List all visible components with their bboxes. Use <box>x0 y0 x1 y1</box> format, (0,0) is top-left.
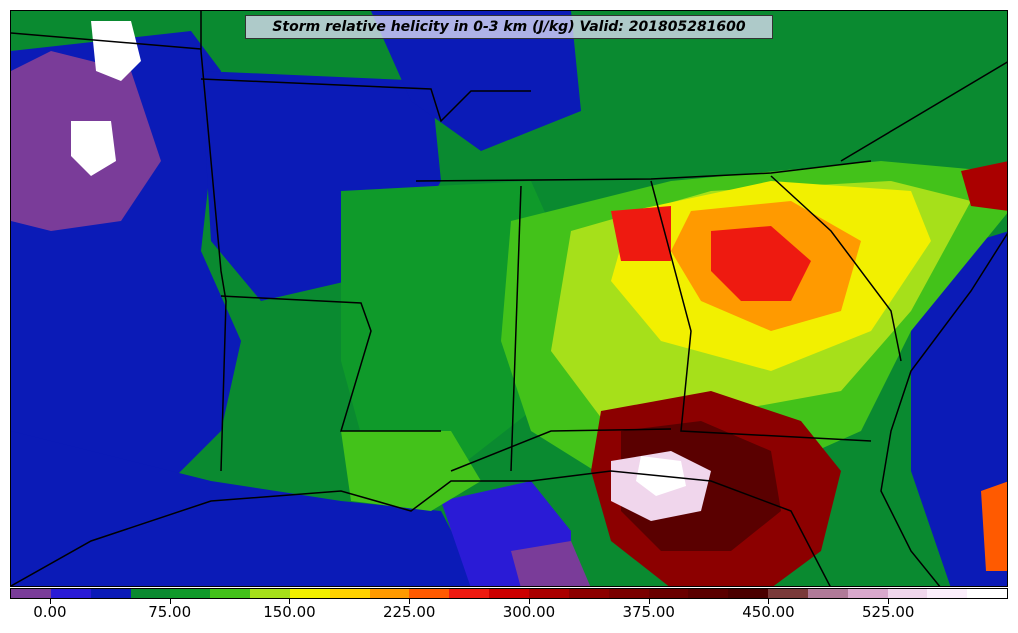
purple-region-gulf <box>511 541 591 586</box>
state-line-8 <box>840 61 1007 162</box>
colorbar-segment <box>927 589 968 598</box>
colorbar-tick-label: 225.00 <box>382 603 436 621</box>
state-line-2 <box>200 78 531 123</box>
helicity-map <box>11 11 1007 586</box>
colorbar-segment <box>210 589 251 598</box>
colorbar-segment <box>608 589 649 598</box>
colorbar-segment <box>489 589 529 598</box>
colorbar-ticks: 0.00 75.00 150.00 225.00 300.00 375.00 450.00 5… <box>10 599 1008 629</box>
colorbar-tick <box>49 599 51 604</box>
colorbar-segment <box>90 589 131 598</box>
coastline-atlantic <box>880 232 1007 586</box>
colorbar-tick-label: 150.00 <box>263 603 316 621</box>
colorbar-tick-label: 525.00 <box>861 603 915 621</box>
state-line-9 <box>11 32 202 50</box>
colorbar-segment <box>130 589 171 598</box>
state-line-4 <box>415 160 872 182</box>
white-patch-nw2 <box>71 121 116 176</box>
colorbar-segment <box>250 589 290 598</box>
colorbar-segment <box>369 589 410 598</box>
colorbar-segment <box>329 589 370 598</box>
state-line-6 <box>650 180 872 442</box>
colorbar-segment <box>449 589 490 598</box>
blue-region-north <box>371 11 581 151</box>
blue-region-gulf-west <box>11 431 480 586</box>
colorbar-tick <box>409 599 411 604</box>
colorbar-segment <box>768 589 808 598</box>
state-line-10 <box>450 428 672 472</box>
colorbar-segment <box>887 589 928 598</box>
colorbar-tick <box>528 599 530 604</box>
white-patch-nw1 <box>91 21 141 81</box>
colorbar-segment <box>50 589 91 598</box>
colorbar-segment <box>170 589 211 598</box>
colorbar-segment <box>289 589 330 598</box>
colorbar-segment <box>648 589 689 598</box>
colorbar-tick <box>888 599 890 604</box>
colorbar-tick-label: 300.00 <box>502 603 556 621</box>
colorbar-segment <box>847 589 888 598</box>
colorbar-segment <box>728 589 769 598</box>
colorbar-segment <box>688 589 729 598</box>
map-title: Storm relative helicity in 0-3 km (J/kg)… <box>272 19 746 35</box>
colorbar-segment <box>409 589 450 598</box>
red-region-ga <box>711 226 811 301</box>
colorbar-segment <box>807 589 848 598</box>
colorbar-tick <box>289 599 291 604</box>
colorbar-tick-label: 0.00 <box>33 603 67 621</box>
colorbar-segment <box>967 589 1008 598</box>
colorbar-tick <box>169 599 171 604</box>
colorbar-segment <box>528 589 569 598</box>
orange-region-east <box>981 481 1007 571</box>
colorbar-tick <box>768 599 770 604</box>
state-line-5 <box>510 185 522 472</box>
state-line-3 <box>220 295 441 432</box>
colorbar-tick <box>648 599 650 604</box>
colorbar-segment <box>568 589 609 598</box>
map-title-box: Storm relative helicity in 0-3 km (J/kg)… <box>245 15 773 39</box>
colorbar-tick-label: 75.00 <box>148 603 192 621</box>
colorbar <box>10 588 1008 599</box>
state-line-1 <box>200 11 227 472</box>
lightgreen-region-la <box>341 431 481 511</box>
state-line-7 <box>770 175 902 362</box>
coastline-gulf <box>11 470 831 586</box>
red-region-ne <box>961 161 1007 211</box>
colorbar-tick-label: 450.00 <box>742 603 795 621</box>
red-region-al <box>611 206 671 261</box>
map-panel <box>10 10 1008 587</box>
colorbar-segment <box>11 589 51 598</box>
colorbar-tick-label: 375.00 <box>622 603 675 621</box>
